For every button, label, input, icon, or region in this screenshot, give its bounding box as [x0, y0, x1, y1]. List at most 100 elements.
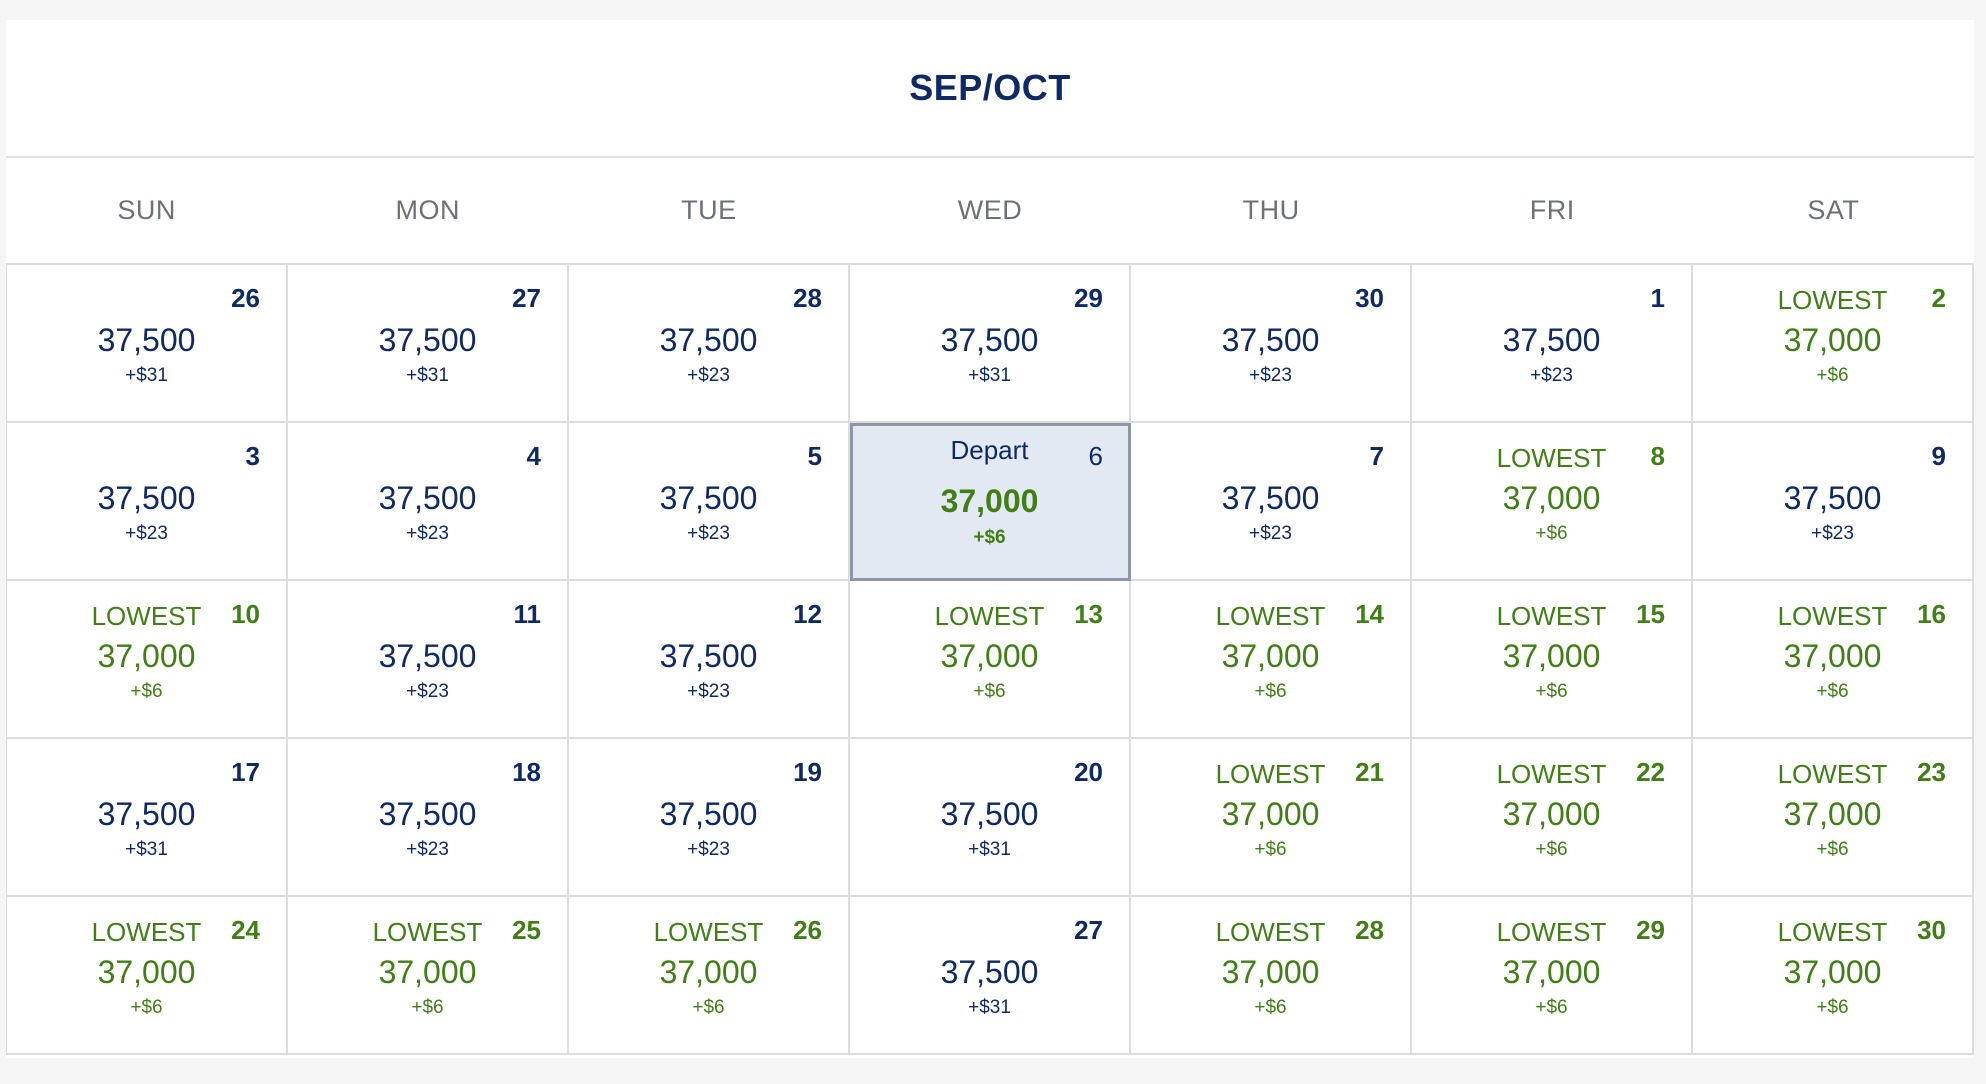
day-cell[interactable]: 28 37,500 +$23 [569, 265, 850, 423]
day-number: 26 [793, 915, 822, 945]
miles-price: 37,500 [1502, 322, 1601, 358]
day-cell[interactable]: 5 37,500 +$23 [569, 423, 850, 581]
month-title: SEP/OCT [909, 67, 1071, 108]
lowest-badge: LOWEST [1496, 759, 1607, 789]
miles-price: 37,500 [659, 796, 758, 832]
day-cell[interactable]: 18 37,500 +$23 [288, 739, 569, 897]
day-number: 12 [793, 599, 822, 629]
day-cell[interactable]: LOWEST 10 37,000 +$6 [7, 581, 288, 739]
weekday-mon: MON [395, 195, 460, 225]
miles-price: 37,500 [1221, 480, 1320, 516]
day-cell[interactable]: 3 37,500 +$23 [7, 423, 288, 581]
miles-price: 37,000 [940, 638, 1039, 674]
day-cell[interactable]: LOWEST 23 37,000 +$6 [1693, 739, 1974, 897]
miles-price: 37,000 [97, 954, 196, 990]
day-cell[interactable]: LOWEST 15 37,000 +$6 [1412, 581, 1693, 739]
day-number: 15 [1636, 599, 1665, 629]
day-cell[interactable]: 30 37,500 +$23 [1131, 265, 1412, 423]
day-cell[interactable]: LOWEST 14 37,000 +$6 [1131, 581, 1412, 739]
day-number: 4 [526, 441, 541, 471]
taxes-fee: +$23 [1811, 523, 1854, 544]
lowest-badge: LOWEST [1496, 443, 1607, 473]
miles-price: 37,000 [1783, 954, 1882, 990]
taxes-fee: +$6 [1816, 997, 1849, 1018]
day-cell[interactable]: LOWEST 30 37,000 +$6 [1693, 897, 1974, 1055]
lowest-badge: LOWEST [1215, 759, 1326, 789]
day-cell[interactable]: LOWEST 22 37,000 +$6 [1412, 739, 1693, 897]
taxes-fee: +$23 [1530, 365, 1573, 386]
taxes-fee: +$6 [1816, 365, 1849, 386]
miles-price: 37,500 [378, 480, 477, 516]
taxes-fee: +$31 [968, 839, 1011, 860]
day-cell[interactable]: 20 37,500 +$31 [850, 739, 1131, 897]
day-cell[interactable]: 1 37,500 +$23 [1412, 265, 1693, 423]
day-number: 2 [1931, 283, 1946, 313]
day-cell[interactable]: LOWEST 13 37,000 +$6 [850, 581, 1131, 739]
day-cell[interactable]: 9 37,500 +$23 [1693, 423, 1974, 581]
taxes-fee: +$23 [406, 839, 449, 860]
weekday-thu: THU [1242, 195, 1300, 225]
weekday-sat: SAT [1807, 195, 1860, 225]
day-cell[interactable]: 12 37,500 +$23 [569, 581, 850, 739]
day-number: 8 [1650, 441, 1665, 471]
taxes-fee: +$6 [1254, 997, 1287, 1018]
day-cell[interactable]: 7 37,500 +$23 [1131, 423, 1412, 581]
miles-price: 37,000 [659, 954, 758, 990]
taxes-fee: +$23 [687, 365, 730, 386]
weekday-wed: WED [957, 195, 1023, 225]
taxes-fee: +$23 [687, 681, 730, 702]
day-cell[interactable]: LOWEST 26 37,000 +$6 [569, 897, 850, 1055]
day-cell[interactable]: 19 37,500 +$23 [569, 739, 850, 897]
day-cell[interactable]: LOWEST 8 37,000 +$6 [1412, 423, 1693, 581]
day-cell[interactable]: LOWEST 25 37,000 +$6 [288, 897, 569, 1055]
lowest-badge: LOWEST [1777, 759, 1888, 789]
day-cell-selected-depart[interactable]: Depart 6 37,000 +$6 [850, 423, 1131, 581]
day-number: 28 [793, 283, 822, 313]
day-cell[interactable]: 27 37,500 +$31 [850, 897, 1131, 1055]
day-cell[interactable]: LOWEST 16 37,000 +$6 [1693, 581, 1974, 739]
miles-price: 37,500 [1221, 322, 1320, 358]
lowest-badge: LOWEST [934, 601, 1045, 631]
lowest-badge: LOWEST [1496, 917, 1607, 947]
lowest-badge: LOWEST [653, 917, 764, 947]
day-number: 20 [1074, 757, 1103, 787]
taxes-fee: +$6 [1254, 839, 1287, 860]
weekday-sun: SUN [117, 195, 176, 225]
miles-price: 37,500 [940, 322, 1039, 358]
lowest-badge: LOWEST [372, 917, 483, 947]
day-number: 18 [512, 757, 541, 787]
miles-price: 37,500 [97, 480, 196, 516]
taxes-fee: +$23 [406, 523, 449, 544]
day-cell[interactable]: 29 37,500 +$31 [850, 265, 1131, 423]
taxes-fee: +$6 [1535, 523, 1568, 544]
taxes-fee: +$23 [687, 839, 730, 860]
day-cell[interactable]: 17 37,500 +$31 [7, 739, 288, 897]
day-cell[interactable]: 4 37,500 +$23 [288, 423, 569, 581]
day-cell[interactable]: LOWEST 29 37,000 +$6 [1412, 897, 1693, 1055]
miles-price: 37,000 [1783, 322, 1882, 358]
miles-price: 37,500 [97, 322, 196, 358]
day-cell[interactable]: 11 37,500 +$23 [288, 581, 569, 739]
day-cell[interactable]: LOWEST 21 37,000 +$6 [1131, 739, 1412, 897]
taxes-fee: +$6 [973, 681, 1006, 702]
miles-price: 37,000 [1221, 954, 1320, 990]
miles-price: 37,500 [659, 480, 758, 516]
fare-calendar: SEP/OCT SUN MON TUE WED THU FRI SAT 26 37… [6, 20, 1974, 1058]
weekday-fri: FRI [1529, 195, 1575, 225]
day-number: 9 [1931, 441, 1946, 471]
miles-price: 37,500 [1783, 480, 1882, 516]
taxes-fee: +$23 [125, 523, 168, 544]
day-cell[interactable]: LOWEST 28 37,000 +$6 [1131, 897, 1412, 1055]
taxes-fee: +$31 [125, 365, 168, 386]
taxes-fee: +$31 [406, 365, 449, 386]
day-cell[interactable]: 26 37,500 +$31 [7, 265, 288, 423]
miles-price: 37,000 [1221, 796, 1320, 832]
taxes-fee: +$6 [411, 997, 444, 1018]
day-number: 25 [512, 915, 541, 945]
day-cell[interactable]: LOWEST 2 37,000 +$6 [1693, 265, 1974, 423]
weekday-tue: TUE [681, 195, 737, 225]
miles-price: 37,500 [940, 796, 1039, 832]
day-cell[interactable]: LOWEST 24 37,000 +$6 [7, 897, 288, 1055]
calendar-header: SEP/OCT [6, 20, 1974, 158]
day-cell[interactable]: 27 37,500 +$31 [288, 265, 569, 423]
